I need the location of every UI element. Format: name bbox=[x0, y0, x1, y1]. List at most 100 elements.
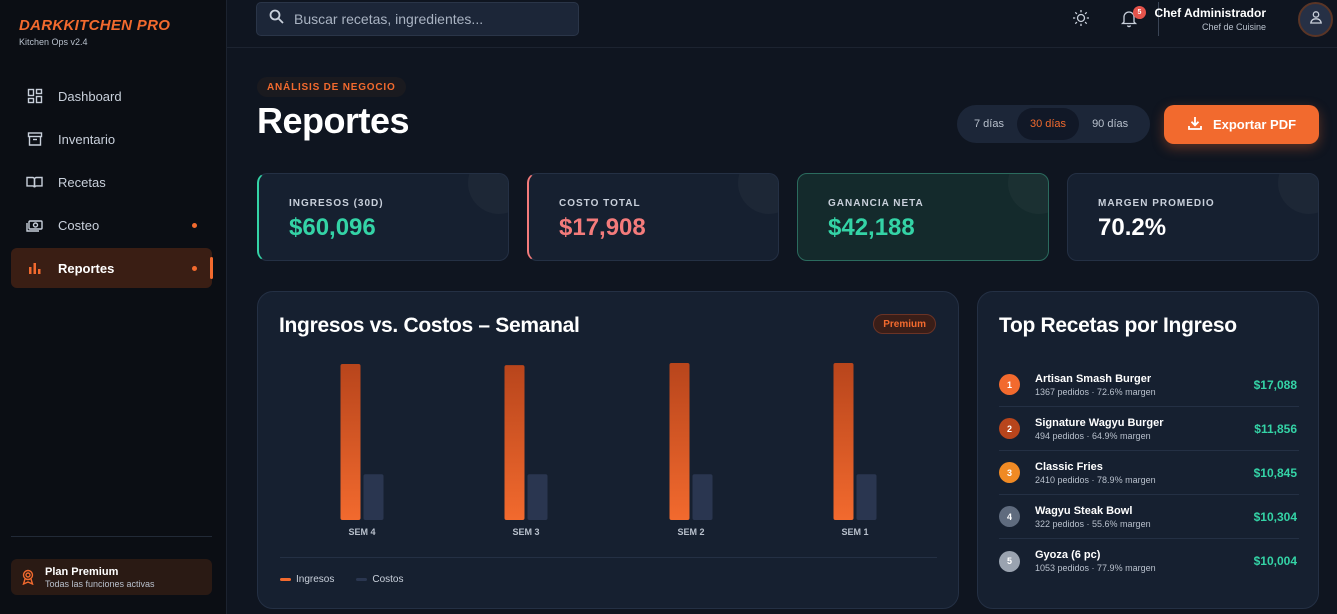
recipe-meta: 1053 pedidos · 77.9% margen bbox=[1035, 563, 1156, 573]
legend-item-ingresos: Ingresos bbox=[280, 574, 334, 585]
kpi-value: $17,908 bbox=[559, 214, 646, 241]
chart-title: Ingresos vs. Costos – Semanal bbox=[279, 314, 580, 337]
bar-costos[interactable] bbox=[363, 474, 384, 520]
list-item[interactable]: 3 Classic Fries 2410 pedidos · 78.9% mar… bbox=[999, 451, 1299, 495]
recipe-name: Wagyu Steak Bowl bbox=[1035, 504, 1133, 517]
list-item[interactable]: 1 Artisan Smash Burger 1367 pedidos · 72… bbox=[999, 363, 1299, 407]
bar-ingresos[interactable] bbox=[833, 363, 854, 520]
theme-toggle-sun-icon[interactable] bbox=[1071, 8, 1091, 28]
award-icon bbox=[21, 569, 35, 586]
range-30-dias[interactable]: 30 días bbox=[1016, 108, 1080, 140]
bar-ingresos[interactable] bbox=[669, 363, 690, 520]
recipe-name: Classic Fries bbox=[1035, 460, 1103, 473]
avatar[interactable] bbox=[1298, 2, 1333, 37]
sidebar-item-label: Dashboard bbox=[58, 88, 122, 104]
recipe-name: Gyoza (6 pc) bbox=[1035, 549, 1101, 561]
archive-icon bbox=[26, 131, 43, 148]
range-90-dias[interactable]: 90 días bbox=[1092, 118, 1129, 130]
recipe-revenue: $11,856 bbox=[1254, 422, 1297, 436]
user-icon bbox=[1309, 10, 1323, 29]
top-recipes-list: 1 Artisan Smash Burger 1367 pedidos · 72… bbox=[999, 363, 1299, 583]
sidebar-item-label: Reportes bbox=[58, 260, 115, 276]
legend-swatch bbox=[356, 578, 368, 581]
bell-icon[interactable] bbox=[1119, 8, 1139, 28]
notification-dot bbox=[192, 266, 197, 271]
dashboard-icon bbox=[26, 88, 43, 105]
range-7-dias[interactable]: 7 días bbox=[974, 118, 1004, 130]
legend-item-costos: Costos bbox=[356, 574, 403, 585]
sidebar-nav: Dashboard Inventario Recetas Costeo bbox=[11, 76, 213, 291]
recipe-meta: 494 pedidos · 64.9% margen bbox=[1035, 430, 1151, 441]
bar-chart: SEM 4 SEM 3 SEM 2 SEM 1 bbox=[340, 363, 877, 537]
export-label: Exportar PDF bbox=[1212, 117, 1297, 132]
bar-ingresos[interactable] bbox=[340, 364, 361, 520]
sidebar-item-dashboard[interactable]: Dashboard bbox=[11, 76, 212, 116]
user-name: Chef Administrador bbox=[1154, 6, 1266, 20]
recipe-name: Signature Wagyu Burger bbox=[1035, 416, 1164, 429]
notification-dot bbox=[192, 223, 197, 228]
kpi-label: MARGEN PROMEDIO bbox=[1098, 198, 1215, 209]
sidebar-item-label: Costeo bbox=[58, 217, 100, 233]
bar-costos[interactable] bbox=[692, 474, 713, 520]
recipe-meta: 2410 pedidos · 78.9% margen bbox=[1035, 474, 1156, 485]
top-recipes-title: Top Recetas por Ingreso bbox=[999, 314, 1237, 337]
list-item[interactable]: 5 Gyoza (6 pc) 1053 pedidos · 77.9% marg… bbox=[999, 539, 1299, 583]
export-pdf-button[interactable]: Exportar PDF bbox=[1164, 105, 1319, 144]
recipe-revenue: $17,088 bbox=[1253, 378, 1297, 392]
bar-ingresos[interactable] bbox=[504, 365, 525, 520]
recipe-meta: 322 pedidos · 55.6% margen bbox=[1035, 518, 1151, 529]
x-tick-label: SEM 4 bbox=[348, 527, 375, 537]
page-title: Reportes bbox=[257, 100, 410, 141]
sidebar-item-inventario[interactable]: Inventario bbox=[11, 119, 212, 159]
list-item[interactable]: 4 Wagyu Steak Bowl 322 pedidos · 55.6% m… bbox=[999, 495, 1299, 539]
kpi-card-costo-total: COSTO TOTAL $17,908 bbox=[527, 173, 779, 261]
sidebar-item-label: Recetas bbox=[58, 174, 106, 190]
x-tick-label: SEM 2 bbox=[677, 527, 704, 537]
rank-badge: 1 bbox=[999, 374, 1020, 395]
recipe-meta: 1367 pedidos · 72.6% margen bbox=[1035, 386, 1156, 397]
kpi-card-ganancia-neta: GANANCIA NETA $42,188 bbox=[797, 173, 1049, 261]
kpi-label: INGRESOS (30D) bbox=[289, 198, 384, 209]
rank-badge: 5 bbox=[999, 550, 1020, 572]
plan-title: Plan Premium bbox=[45, 565, 119, 578]
bar-chart-icon bbox=[26, 260, 43, 277]
sidebar-item-reportes[interactable]: Reportes bbox=[11, 248, 213, 288]
plan-badge[interactable]: Plan Premium Todas las funciones activas bbox=[11, 559, 212, 595]
legend-swatch bbox=[280, 578, 291, 581]
kpi-label: GANANCIA NETA bbox=[828, 198, 924, 209]
date-range-selector: 7 días 30 días 90 días bbox=[957, 105, 1150, 143]
rank-badge: 2 bbox=[999, 418, 1020, 439]
money-icon bbox=[26, 217, 43, 234]
brand[interactable]: DARKKITCHEN PRO Kitchen Ops v2.4 bbox=[19, 17, 170, 47]
book-icon bbox=[26, 174, 43, 191]
bar-costos[interactable] bbox=[856, 474, 877, 520]
sidebar-item-recetas[interactable]: Recetas bbox=[11, 162, 212, 202]
sidebar-item-costeo[interactable]: Costeo bbox=[11, 205, 212, 245]
brand-title: DARKKITCHEN PRO bbox=[19, 17, 171, 34]
kpi-card-margen-promedio: MARGEN PROMEDIO 70.2% bbox=[1067, 173, 1319, 261]
topbar-divider bbox=[1158, 2, 1159, 36]
search-input[interactable] bbox=[294, 11, 554, 27]
sidebar: DARKKITCHEN PRO Kitchen Ops v2.4 Dashboa… bbox=[0, 0, 227, 614]
recipe-revenue: $10,004 bbox=[1253, 554, 1297, 568]
chart-legend: Ingresos Costos bbox=[280, 574, 425, 585]
topbar: 5 Chef Administrador Chef de Cuisine bbox=[227, 0, 1337, 48]
revenue-cost-chart-card: Ingresos vs. Costos – Semanal Premium SE… bbox=[257, 291, 959, 609]
kpi-value: 70.2% bbox=[1098, 214, 1167, 241]
bar-costos[interactable] bbox=[527, 474, 548, 520]
top-recipes-card: Top Recetas por Ingreso 1 Artisan Smash … bbox=[977, 291, 1319, 609]
chart-divider bbox=[280, 557, 937, 558]
rank-badge: 3 bbox=[999, 462, 1020, 483]
user-info[interactable]: Chef Administrador Chef de Cuisine bbox=[1154, 6, 1266, 32]
sidebar-item-label: Inventario bbox=[58, 131, 116, 147]
x-tick-label: SEM 3 bbox=[512, 527, 539, 537]
brand-version: Kitchen Ops v2.4 bbox=[19, 37, 88, 47]
kpi-label: COSTO TOTAL bbox=[559, 198, 641, 209]
recipe-name: Artisan Smash Burger bbox=[1035, 372, 1152, 385]
x-tick-label: SEM 1 bbox=[841, 527, 868, 537]
plan-subtitle: Todas las funciones activas bbox=[45, 578, 155, 589]
list-item[interactable]: 2 Signature Wagyu Burger 494 pedidos · 6… bbox=[999, 407, 1299, 451]
legend-label: Costos bbox=[372, 574, 404, 585]
recipe-revenue: $10,845 bbox=[1253, 466, 1297, 480]
